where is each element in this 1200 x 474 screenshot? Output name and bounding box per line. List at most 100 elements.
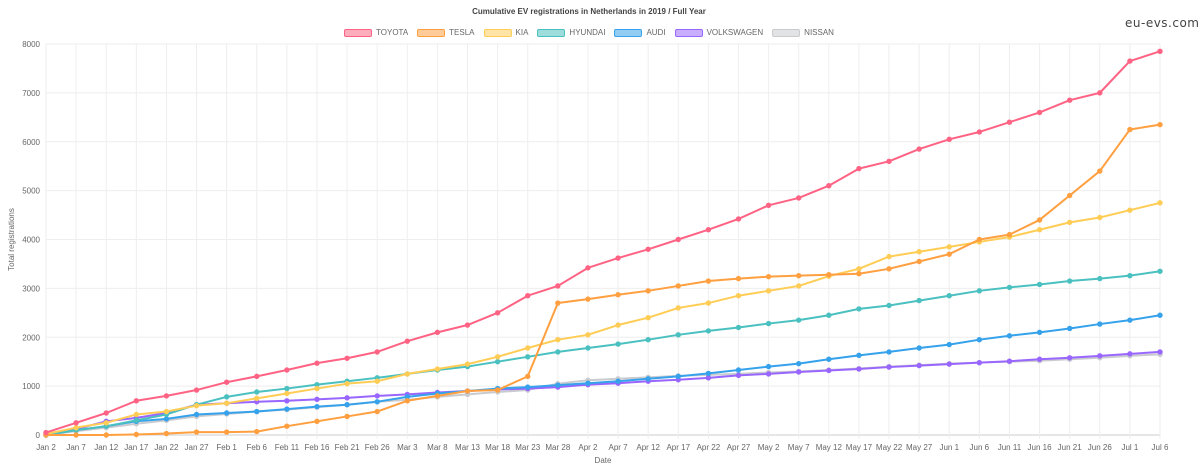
legend-item-nissan[interactable]: NISSAN bbox=[772, 28, 834, 37]
data-point-tesla bbox=[976, 236, 983, 243]
x-tick-label: Apr 27 bbox=[727, 443, 751, 452]
data-point-kia bbox=[73, 424, 79, 431]
data-point-toyota bbox=[223, 379, 230, 385]
y-tick-label: 0 bbox=[36, 431, 41, 440]
brand-logo-text[interactable]: eu-evs.com bbox=[1125, 16, 1200, 30]
y-tick-label: 6000 bbox=[22, 138, 40, 147]
series-line-audi bbox=[45, 314, 1161, 436]
x-tick-label: Mar 23 bbox=[515, 443, 540, 452]
data-point-volkswagen bbox=[826, 367, 832, 374]
data-point-hyundai bbox=[826, 312, 832, 318]
series-line-nissan bbox=[45, 353, 1161, 436]
data-point-volkswagen bbox=[374, 393, 380, 399]
data-point-hyundai bbox=[916, 297, 922, 304]
data-point-volkswagen bbox=[314, 396, 320, 403]
data-point-volkswagen bbox=[946, 361, 952, 367]
data-point-tesla bbox=[254, 428, 260, 435]
data-point-audi bbox=[555, 382, 561, 388]
x-tick-label: Jun 6 bbox=[970, 443, 990, 452]
data-point-hyundai bbox=[1066, 278, 1073, 284]
data-point-tesla bbox=[886, 266, 892, 272]
y-axis-title: Total registrations bbox=[7, 208, 16, 271]
data-point-tesla bbox=[73, 432, 79, 438]
data-point-tesla bbox=[705, 278, 712, 284]
x-tick-label: Apr 17 bbox=[666, 443, 690, 452]
legend-label: TOYOTA bbox=[376, 28, 409, 37]
legend-item-tesla[interactable]: TESLA bbox=[417, 28, 475, 37]
legend-item-audi[interactable]: AUDI bbox=[614, 28, 666, 37]
data-point-tesla bbox=[163, 430, 170, 437]
x-tick-label: Feb 6 bbox=[247, 443, 268, 452]
chart-title: Cumulative EV registrations in Netherlan… bbox=[472, 7, 706, 16]
data-point-toyota bbox=[254, 373, 260, 380]
legend-swatch bbox=[537, 28, 566, 37]
data-point-toyota bbox=[284, 367, 290, 373]
data-point-tesla bbox=[555, 300, 561, 306]
x-tick-label: Feb 1 bbox=[216, 443, 237, 452]
data-point-audi bbox=[886, 349, 892, 355]
data-point-kia bbox=[1127, 207, 1133, 213]
data-point-kia bbox=[735, 293, 742, 299]
data-point-tesla bbox=[193, 429, 200, 435]
data-point-audi bbox=[946, 341, 952, 348]
data-point-audi bbox=[916, 345, 922, 351]
data-point-toyota bbox=[585, 265, 591, 271]
data-point-kia bbox=[1097, 214, 1103, 221]
data-point-tesla bbox=[344, 413, 350, 420]
data-point-tesla bbox=[1157, 121, 1163, 128]
data-point-kia bbox=[615, 322, 621, 328]
legend-label: KIA bbox=[515, 28, 529, 37]
data-point-hyundai bbox=[585, 345, 591, 351]
x-tick-label: Mar 3 bbox=[397, 443, 418, 452]
data-point-tesla bbox=[1006, 231, 1013, 238]
data-point-audi bbox=[254, 408, 260, 415]
data-point-kia bbox=[494, 354, 501, 360]
data-point-hyundai bbox=[1157, 268, 1163, 274]
x-tick-label: Apr 22 bbox=[697, 443, 721, 452]
data-point-kia bbox=[374, 378, 380, 384]
data-point-hyundai bbox=[615, 341, 621, 347]
x-tick-label: Jan 2 bbox=[36, 443, 56, 452]
data-point-kia bbox=[916, 249, 922, 255]
data-point-tesla bbox=[615, 292, 621, 298]
legend-item-hyundai[interactable]: HYUNDAI bbox=[537, 28, 605, 37]
data-point-kia bbox=[525, 345, 531, 351]
data-point-toyota bbox=[43, 429, 49, 436]
y-tick-label: 8000 bbox=[22, 40, 40, 49]
data-point-toyota bbox=[675, 236, 681, 243]
data-point-hyundai bbox=[675, 332, 681, 338]
data-point-volkswagen bbox=[1097, 353, 1103, 359]
series-line-volkswagen bbox=[45, 350, 1161, 436]
legend-item-toyota[interactable]: TOYOTA bbox=[344, 28, 408, 37]
x-tick-label: May 2 bbox=[758, 443, 780, 452]
x-tick-label: Mar 18 bbox=[485, 443, 510, 452]
data-point-toyota bbox=[434, 329, 441, 336]
legend-item-kia[interactable]: KIA bbox=[483, 28, 529, 37]
data-point-toyota bbox=[916, 146, 922, 152]
data-point-hyundai bbox=[1036, 281, 1043, 288]
x-tick-label: Jan 12 bbox=[94, 443, 119, 452]
data-point-kia bbox=[1066, 219, 1073, 226]
data-point-volkswagen bbox=[765, 371, 772, 377]
data-point-audi bbox=[284, 406, 290, 412]
data-point-kia bbox=[344, 380, 350, 387]
x-tick-label: May 22 bbox=[876, 443, 903, 452]
x-tick-label: May 27 bbox=[906, 443, 933, 452]
legend-label: HYUNDAI bbox=[569, 28, 606, 37]
data-point-toyota bbox=[645, 246, 651, 252]
data-point-toyota bbox=[765, 202, 772, 208]
data-point-audi bbox=[374, 399, 380, 405]
data-point-toyota bbox=[103, 410, 109, 416]
data-point-kia bbox=[314, 385, 320, 392]
y-tick-label: 3000 bbox=[22, 284, 40, 293]
data-point-tesla bbox=[796, 272, 802, 279]
data-point-kia bbox=[284, 390, 290, 397]
data-point-volkswagen bbox=[976, 359, 983, 366]
data-point-volkswagen bbox=[796, 369, 802, 375]
data-point-hyundai bbox=[856, 306, 862, 312]
data-point-toyota bbox=[133, 398, 140, 404]
legend-item-volkswagen[interactable]: VOLKSWAGEN bbox=[674, 28, 763, 37]
x-tick-label: Jan 7 bbox=[66, 443, 86, 452]
data-point-audi bbox=[1097, 321, 1103, 327]
x-tick-label: Jun 26 bbox=[1088, 443, 1113, 452]
